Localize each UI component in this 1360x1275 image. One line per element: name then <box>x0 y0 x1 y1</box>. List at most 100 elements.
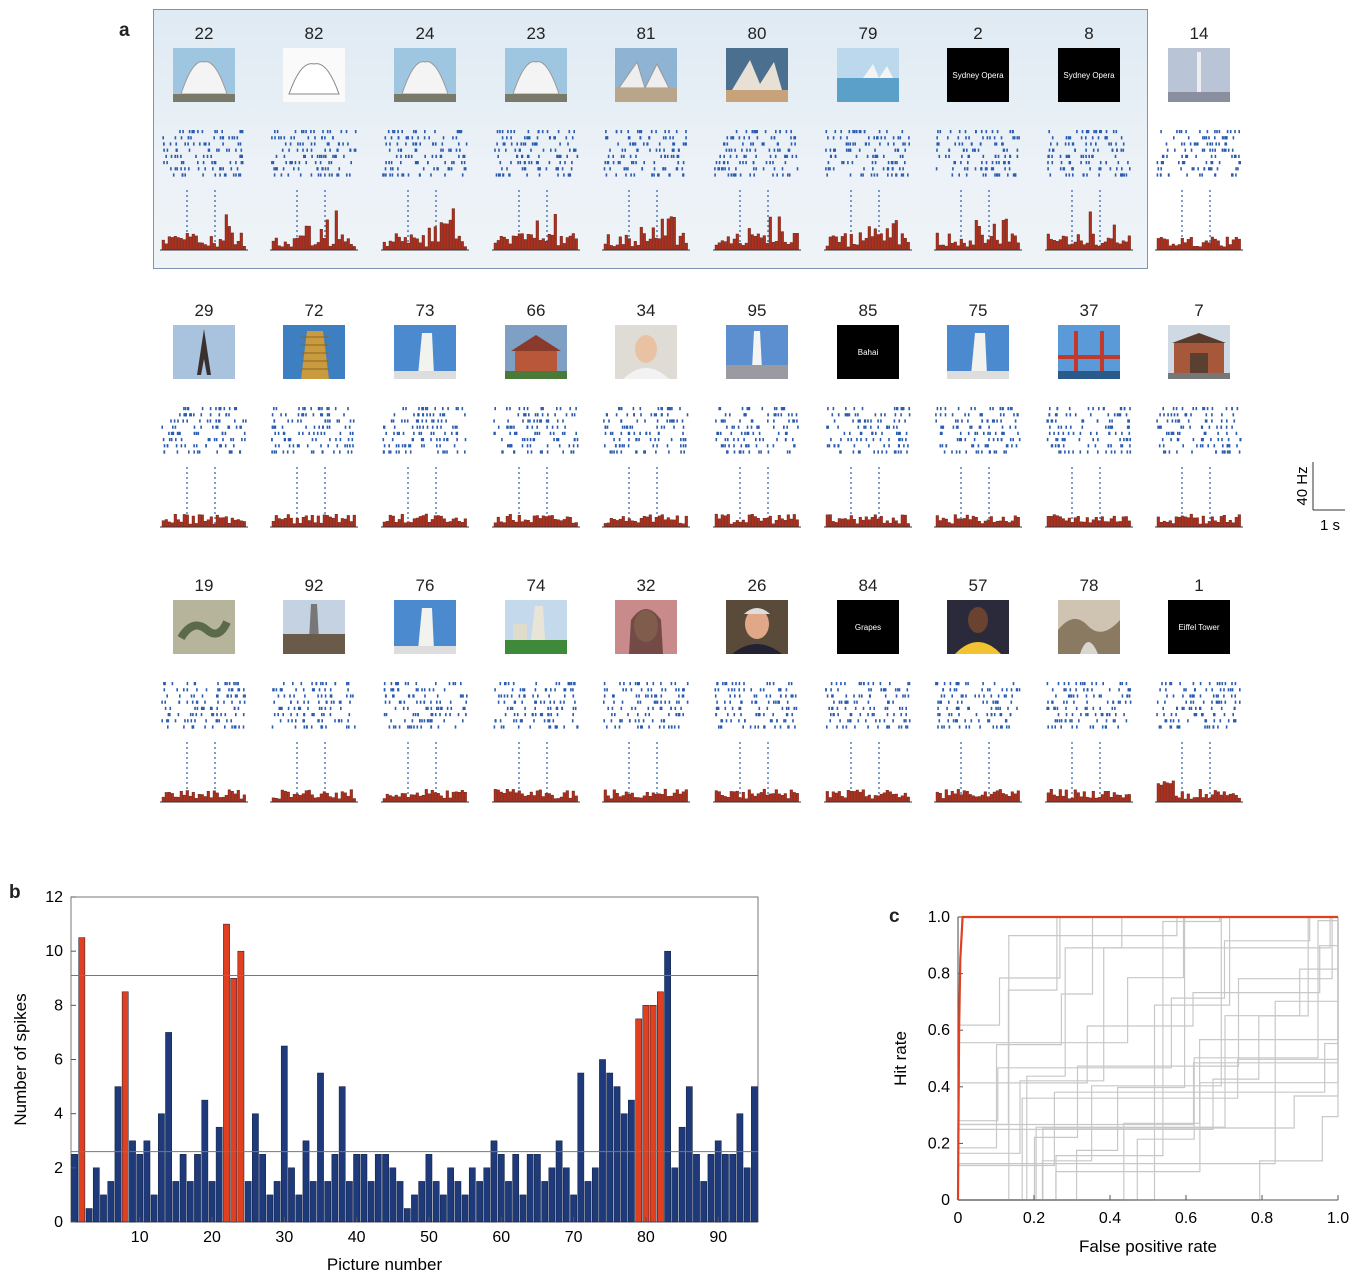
psth-bin <box>173 514 177 528</box>
raster-tick <box>509 407 511 411</box>
raster-tick <box>434 713 437 717</box>
raster-tick <box>501 438 503 442</box>
psth-bin <box>855 789 859 803</box>
raster-tick <box>970 407 973 411</box>
raster-tick <box>850 713 853 717</box>
stimulus-image <box>1058 325 1120 379</box>
raster-tick <box>199 142 201 146</box>
psth-bin <box>1219 516 1223 528</box>
psth-bin <box>651 227 655 251</box>
raster-tick <box>279 688 282 692</box>
raster-tick <box>421 688 423 692</box>
raster-tick <box>775 130 777 134</box>
raster-tick <box>832 407 835 411</box>
raster-tick <box>388 700 391 704</box>
raster-tick <box>430 438 432 442</box>
raster-tick <box>1117 161 1120 165</box>
raster-tick <box>738 688 740 692</box>
raster-tick <box>825 167 827 171</box>
raster-tick <box>978 719 980 723</box>
raster-tick <box>1094 713 1097 717</box>
psth-bin <box>968 519 972 528</box>
raster-tick <box>1078 438 1081 442</box>
raster-tick <box>781 706 784 710</box>
raster-tick <box>880 419 882 423</box>
raster-tick <box>886 706 889 710</box>
raster-tick <box>637 725 639 729</box>
raster-tick <box>236 136 239 140</box>
psth-histogram <box>934 467 1022 528</box>
raster-tick <box>1177 719 1180 723</box>
psth-bin <box>517 515 521 528</box>
raster-tick <box>317 407 320 411</box>
stimulus-image <box>837 48 899 102</box>
psth-bin <box>319 522 323 528</box>
raster-tick <box>283 438 286 442</box>
raster-tick <box>407 725 409 729</box>
raster-tick <box>307 136 310 140</box>
raster-tick <box>898 725 900 729</box>
raster-tick <box>188 148 191 152</box>
raster-tick <box>955 706 958 710</box>
raster-tick <box>1085 142 1087 146</box>
raster-tick <box>431 719 433 723</box>
psth-bin <box>271 521 275 528</box>
raster-tick <box>1084 706 1087 710</box>
raster-tick <box>307 700 310 704</box>
raster-tick <box>795 154 798 158</box>
raster-tick <box>293 694 295 698</box>
raster-tick <box>1085 136 1087 140</box>
raster-tick <box>1067 154 1069 158</box>
psth-bin <box>1007 796 1011 803</box>
psth-bin <box>406 242 410 251</box>
spike-count-bar <box>635 1018 643 1223</box>
raster-tick <box>1090 142 1092 146</box>
raster-tick <box>462 706 465 710</box>
psth-bin <box>553 798 557 803</box>
raster-tick <box>311 438 314 442</box>
raster-tick <box>1115 130 1118 134</box>
raster-tick <box>936 682 939 686</box>
raster-tick <box>1013 413 1015 417</box>
raster-tick <box>352 419 355 423</box>
psth-bin <box>834 522 838 528</box>
raster-tick <box>953 161 955 165</box>
psth-bin <box>460 522 464 528</box>
raster-tick <box>731 136 734 140</box>
raster-tick <box>972 444 975 448</box>
raster-tick <box>401 130 403 134</box>
raster-tick <box>170 438 173 442</box>
raster-tick <box>1007 161 1010 165</box>
raster-tick <box>449 713 451 717</box>
raster-tick <box>455 136 458 140</box>
raster-tick <box>1195 142 1197 146</box>
raster-tick <box>392 694 394 698</box>
raster-tick <box>421 444 423 448</box>
raster-tick <box>1210 167 1213 171</box>
psth-bin <box>325 515 329 528</box>
raster-tick <box>623 682 625 686</box>
raster-tick <box>464 438 467 442</box>
raster-tick <box>1080 136 1083 140</box>
psth-bin <box>185 790 189 803</box>
raster-tick <box>1108 419 1111 423</box>
psth-bin <box>606 795 610 803</box>
raster-tick <box>302 407 304 411</box>
raster-tick <box>340 130 343 134</box>
raster-tick <box>460 682 462 686</box>
raster-tick <box>431 419 433 423</box>
stimulus-number: 73 <box>415 301 435 320</box>
raster-tick <box>220 713 222 717</box>
raster-tick <box>676 700 678 704</box>
stimulus-cell: 76 <box>370 562 480 803</box>
raster-tick <box>754 725 756 729</box>
raster-tick <box>737 438 739 442</box>
raster-tick <box>793 706 796 710</box>
spike-count-bar <box>722 1154 729 1223</box>
raster-tick <box>906 725 909 729</box>
psth-bin <box>1237 238 1241 251</box>
raster-tick <box>310 142 313 146</box>
raster-tick <box>339 450 341 454</box>
raster-tick <box>390 719 392 723</box>
raster-tick <box>972 148 974 152</box>
